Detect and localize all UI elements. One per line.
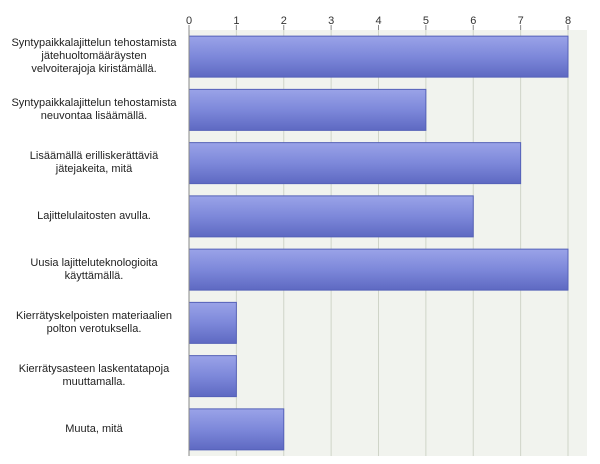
tick-label: 0 bbox=[186, 15, 192, 27]
category-label-line: Kierrätysasteen laskentatapoja bbox=[18, 363, 170, 376]
category-label-line: jätehuoltomääräysten bbox=[41, 50, 147, 63]
tick-label: 2 bbox=[281, 15, 287, 27]
category-label: Uusia lajitteluteknologioita käyttämällä. bbox=[4, 248, 184, 292]
tick-label: 6 bbox=[470, 15, 476, 27]
category-label-line: Muuta, mitä bbox=[65, 422, 123, 435]
category-label: Muuta, mitä bbox=[4, 407, 184, 451]
category-label-line: Lajittelulaitosten avulla. bbox=[37, 209, 151, 222]
category-label-line: jätejakeita, mitä bbox=[55, 163, 133, 176]
bar bbox=[188, 248, 569, 291]
category-label-line: käyttämällä. bbox=[64, 269, 124, 282]
category-label-line: neuvontaa lisäämällä. bbox=[40, 109, 148, 122]
bar bbox=[188, 88, 427, 131]
tick-label: 5 bbox=[423, 15, 429, 27]
category-label-line: Uusia lajitteluteknologioita bbox=[30, 256, 158, 269]
category-label-line: Syntypaikkalajittelun tehostamista bbox=[11, 96, 177, 109]
category-label: Syntypaikkalajittelun tehostamista jätehu… bbox=[4, 35, 184, 79]
tick-label: 8 bbox=[565, 15, 571, 27]
bar bbox=[188, 195, 474, 238]
tick-label: 4 bbox=[375, 15, 381, 27]
bar bbox=[188, 35, 569, 78]
category-label-line: velvoiterajoja kiristämällä. bbox=[31, 63, 157, 76]
category-label: Syntypaikkalajittelun tehostamista neuvon… bbox=[4, 88, 184, 132]
bar bbox=[188, 408, 285, 451]
category-label-line: Lisäämällä erilliskerättäviä bbox=[29, 150, 159, 163]
tick-label: 1 bbox=[233, 15, 239, 27]
tick-label: 7 bbox=[518, 15, 524, 27]
bar bbox=[188, 301, 237, 344]
category-label-line: Syntypaikkalajittelun tehostamista bbox=[11, 37, 177, 50]
x-axis-ticks: 0 1 2 3 4 5 6 7 8 bbox=[186, 15, 571, 30]
category-label: Lisäämällä erilliskerättäviä jätejakeita,… bbox=[4, 141, 184, 185]
bar bbox=[188, 142, 522, 185]
category-label-line: Kierrätyskelpoisten materiaalien bbox=[16, 309, 172, 322]
category-label: Kierrätyskelpoisten materiaalien polton v… bbox=[4, 301, 184, 345]
bars bbox=[188, 35, 569, 451]
category-label: Lajittelulaitosten avulla. bbox=[4, 194, 184, 238]
tick-label: 3 bbox=[328, 15, 334, 27]
category-label: Kierrätysasteen laskentatapoja muuttamall… bbox=[4, 354, 184, 398]
category-label-line: muuttamalla. bbox=[62, 376, 126, 389]
category-label-line: polton verotuksella. bbox=[46, 322, 142, 335]
bar bbox=[188, 355, 237, 398]
